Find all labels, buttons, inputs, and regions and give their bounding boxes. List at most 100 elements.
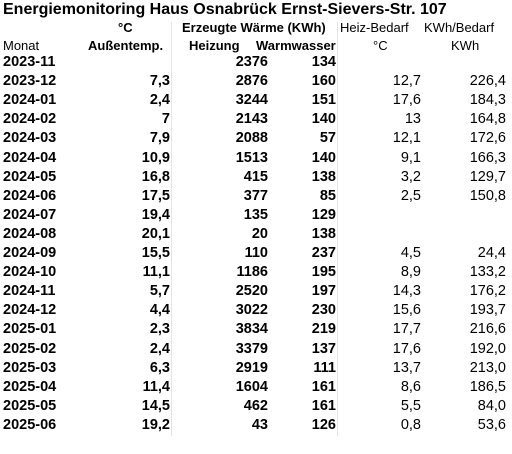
table-cell: 53,6 xyxy=(477,416,506,433)
row-label: 2024-09 xyxy=(3,245,57,261)
table-cell: 7,9 xyxy=(149,130,170,147)
table-cell: 9,1 xyxy=(400,149,421,166)
table-cell: 140 xyxy=(311,111,336,128)
table-cell: 230 xyxy=(311,302,336,319)
table-cell: 20,1 xyxy=(141,225,170,242)
table-cell: 111 xyxy=(313,359,336,376)
table-cell: 129 xyxy=(311,206,336,223)
table-cell: 4,5 xyxy=(400,245,421,261)
table-cell: 213,0 xyxy=(469,359,506,376)
table-cell: 8,6 xyxy=(400,378,421,395)
column-divider xyxy=(171,22,172,436)
table-cell: 197 xyxy=(311,283,336,300)
table-cell: 1186 xyxy=(236,264,268,281)
table-cell: 2143 xyxy=(235,111,268,128)
table-cell: 5,5 xyxy=(400,397,421,414)
table-cell: 17,7 xyxy=(392,321,421,338)
table-cell: 3,2 xyxy=(400,168,421,185)
table-cell: 3022 xyxy=(235,302,268,319)
table-cell: 161 xyxy=(311,378,336,395)
table-cell: 138 xyxy=(311,168,336,185)
header-cell: °C xyxy=(118,20,133,35)
table-cell: 462 xyxy=(243,397,268,414)
table-cell: 11,1 xyxy=(142,264,170,281)
row-label: 2025-04 xyxy=(3,378,57,395)
table-cell: 4,4 xyxy=(149,302,170,319)
table-cell: 219 xyxy=(311,321,336,338)
table-cell: 84,0 xyxy=(477,397,506,414)
table-cell: 13 xyxy=(404,111,421,128)
row-label: 2025-05 xyxy=(3,397,57,414)
table-cell: 19,4 xyxy=(141,206,170,223)
table-cell: 15,5 xyxy=(141,245,170,261)
row-label: 2025-02 xyxy=(3,340,57,357)
header-cell: Erzeugte Wärme (KWh) xyxy=(182,20,326,35)
table-cell: 133,2 xyxy=(469,264,506,281)
table-cell: 5,7 xyxy=(149,283,170,300)
row-label: 2024-03 xyxy=(3,130,57,147)
table-cell: 10,9 xyxy=(141,149,170,166)
table-cell: 176,2 xyxy=(469,283,506,300)
table-cell: 1604 xyxy=(235,378,268,395)
row-label: 2024-01 xyxy=(3,92,57,109)
row-label: 2024-10 xyxy=(3,264,57,281)
table-cell: 377 xyxy=(243,187,268,204)
table-cell: 2,5 xyxy=(400,187,421,204)
table-cell: 14,3 xyxy=(392,283,421,300)
table-cell: 216,6 xyxy=(469,321,506,338)
table-cell: 186,5 xyxy=(469,378,506,395)
table-cell: 20 xyxy=(251,225,268,242)
table-cell: 24,4 xyxy=(477,245,506,261)
row-label: 2024-08 xyxy=(3,225,57,242)
table-cell: 161 xyxy=(311,397,336,414)
table-cell: 11,4 xyxy=(142,378,170,395)
row-label: 2024-11 xyxy=(3,283,56,300)
table-cell: 85 xyxy=(319,187,336,204)
table-cell: 195 xyxy=(311,264,336,281)
table-cell: 226,4 xyxy=(469,73,506,90)
table-cell: 17,5 xyxy=(141,187,170,204)
table-cell: 138 xyxy=(311,225,336,242)
table-cell: 7,3 xyxy=(149,73,170,90)
table-cell: 13,7 xyxy=(392,359,421,376)
table-cell: 3379 xyxy=(235,340,268,357)
table-cell: 3834 xyxy=(235,321,268,338)
table-cell: 160 xyxy=(311,73,336,90)
table-cell: 0,8 xyxy=(400,416,421,433)
table-cell: 2,4 xyxy=(149,340,170,357)
table-cell: 137 xyxy=(311,340,336,357)
table-cell: 57 xyxy=(319,130,336,147)
header-cell: Heizung xyxy=(189,38,240,53)
table-cell: 193,7 xyxy=(469,302,506,319)
header-cell: Außentemp. xyxy=(88,38,164,53)
table-cell: 2,4 xyxy=(149,92,170,109)
table-cell: 16,8 xyxy=(141,168,170,185)
row-label: 2024-04 xyxy=(3,149,57,166)
row-label: 2024-07 xyxy=(3,206,57,223)
table-cell: 192,0 xyxy=(469,340,506,357)
header-cell: KWh xyxy=(451,38,480,53)
row-label: 2023-11 xyxy=(3,54,56,70)
row-label: 2025-03 xyxy=(3,359,57,376)
table-cell: 164,8 xyxy=(469,111,506,128)
table-cell: 2520 xyxy=(235,283,268,300)
row-label: 2024-12 xyxy=(3,302,57,319)
table-cell: 135 xyxy=(243,206,268,223)
table-cell: 12,7 xyxy=(392,73,421,90)
table-cell: 17,6 xyxy=(392,340,421,357)
table-cell: 2919 xyxy=(235,359,268,376)
header-cell: Warmwasser xyxy=(256,38,336,53)
row-label: 2024-06 xyxy=(3,187,57,204)
row-label: 2025-06 xyxy=(3,416,57,433)
table-cell: 3244 xyxy=(235,92,268,109)
table-cell: 150,8 xyxy=(469,187,506,204)
row-label: 2024-02 xyxy=(3,111,57,128)
header-cell: Monat xyxy=(3,38,40,53)
table-cell: 14,5 xyxy=(141,397,170,414)
table-cell: 2088 xyxy=(235,130,268,147)
header-cell: Heiz-Bedarf xyxy=(340,20,409,35)
table-cell: 2,3 xyxy=(149,321,170,338)
table-cell: 140 xyxy=(311,149,336,166)
table-cell: 6,3 xyxy=(149,359,170,376)
